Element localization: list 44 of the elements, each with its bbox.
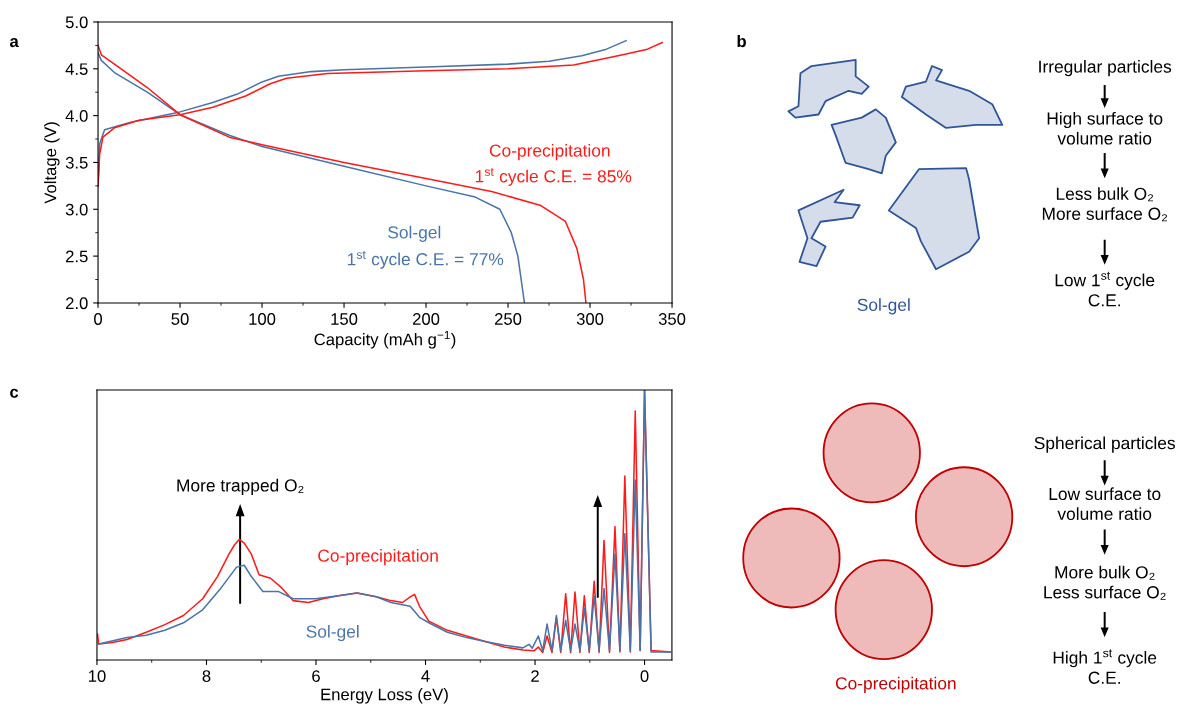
x-tick-label: 0 — [94, 313, 103, 325]
annotation: 1$^{st}$ cycle C.E. = 77% — [347, 250, 504, 269]
annotation: 1$^{st}$ cycle C.E. = 85% — [475, 168, 632, 186]
x-tick-label: 250 — [494, 313, 522, 325]
x-tick-label: 0 — [640, 670, 649, 682]
text: a — [9, 38, 19, 48]
y-tick-label: 3.5 — [65, 156, 88, 169]
text: High 1$^{st}$ cycle C.E. — [1053, 649, 1157, 684]
text: Less bulk O₂ More surface O₂ — [1042, 187, 1168, 222]
text: Sol-gel — [388, 225, 441, 242]
text: b — [737, 34, 746, 48]
annotation: More trapped O₂ — [177, 478, 304, 496]
y-axis-title: Voltage (V) — [44, 122, 60, 204]
text: Low 1$^{st}$ cycle C.E. — [1055, 271, 1155, 307]
x-tick-label: 200 — [412, 313, 440, 325]
series-label: Co-precipitation — [318, 549, 438, 566]
x-tick-label: 150 — [331, 313, 358, 325]
text: Spherical particles — [1034, 436, 1175, 453]
x-tick-label: 50 — [171, 313, 189, 325]
x-tick-label: 350 — [658, 313, 686, 325]
x-axis-title: Energy Loss (eV) — [321, 688, 448, 704]
text: Co-precipitation — [835, 676, 956, 693]
x-tick-label: 8 — [202, 670, 211, 682]
chart-title: c — [10, 388, 19, 398]
text: Irregular particles — [1039, 60, 1172, 77]
x-tick-label: 2 — [531, 670, 539, 682]
text: Sol-gel — [857, 298, 910, 315]
y-tick-label: 3.0 — [65, 203, 88, 216]
x-tick-label: 4 — [421, 670, 430, 682]
series-label: Co-precipitation — [489, 143, 610, 161]
x-tick-label: 10 — [88, 670, 106, 682]
x-axis-title: Capacity (mAh g$^{−1}$) — [314, 330, 456, 349]
x-tick-label: 6 — [312, 670, 320, 682]
y-tick-label: 2.5 — [65, 250, 88, 263]
x-tick-label: 300 — [576, 313, 604, 325]
text: More bulk O₂ Less surface O₂ — [1044, 565, 1166, 600]
y-tick-label: 2.0 — [65, 297, 88, 310]
text: High surface to volume ratio — [1047, 111, 1163, 145]
series-label: Sol-gel — [306, 624, 359, 642]
y-tick-label: 4.5 — [65, 63, 88, 76]
text: Low surface to volume ratio — [1049, 487, 1161, 521]
y-tick-label: 4.0 — [65, 110, 88, 122]
x-tick-label: 100 — [249, 313, 276, 325]
y-tick-label: 5.0 — [65, 16, 88, 29]
